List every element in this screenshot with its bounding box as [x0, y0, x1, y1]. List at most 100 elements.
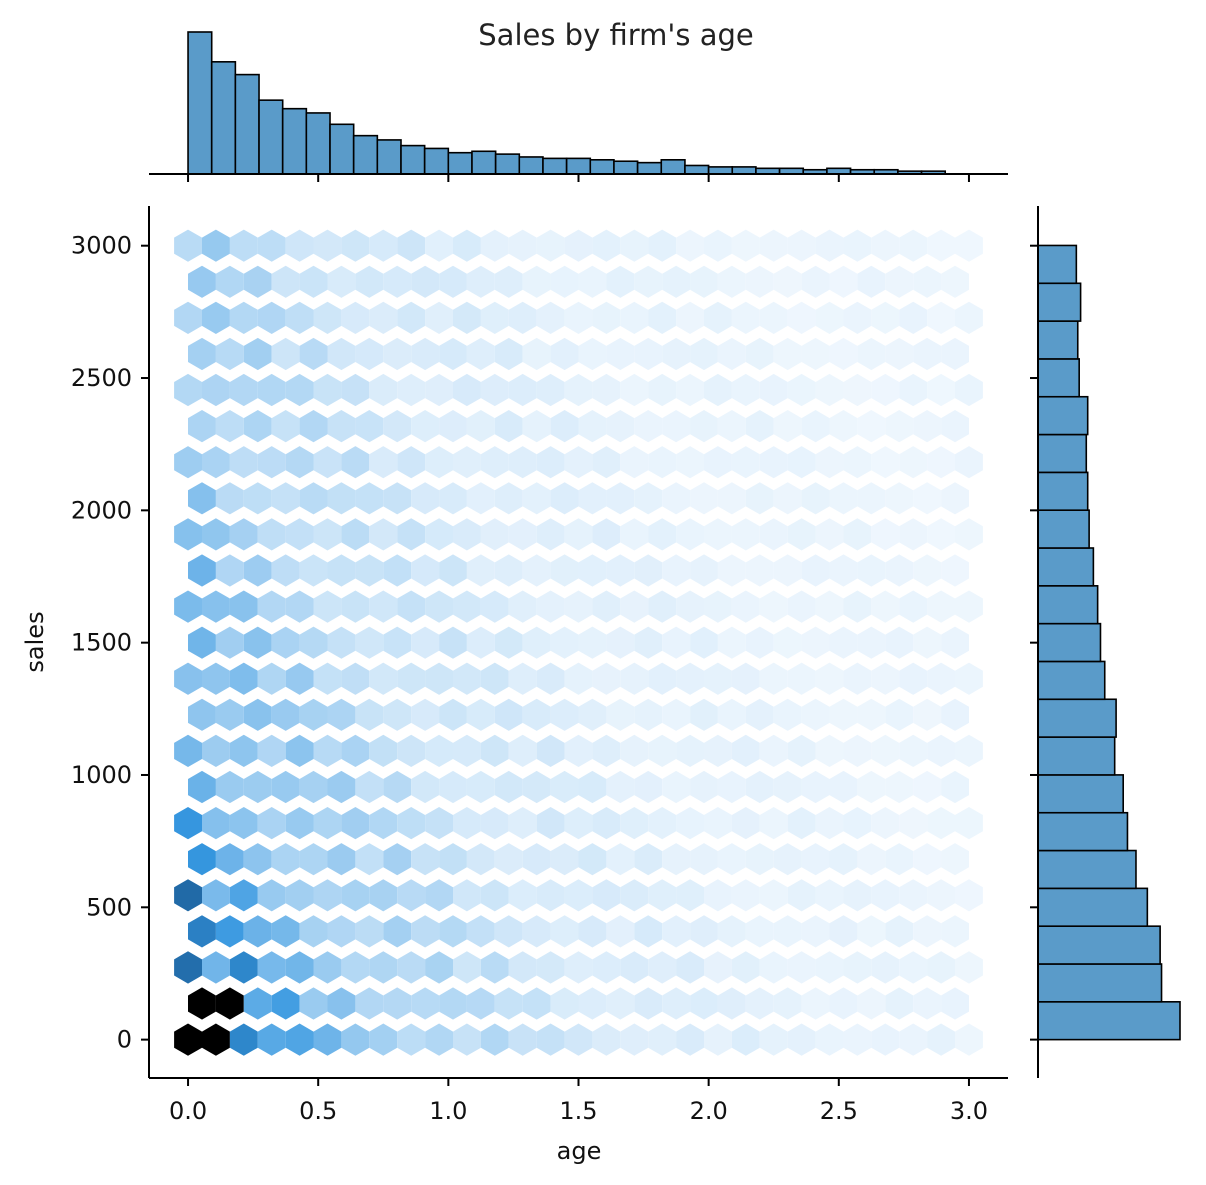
- hexbin-cell: [215, 915, 244, 948]
- hexbin-cell: [676, 446, 704, 479]
- hexbin-cell: [341, 590, 370, 623]
- hexbin-cell: [257, 590, 286, 623]
- hexbin-cell: [369, 229, 398, 262]
- hexbin-cell: [606, 770, 635, 804]
- marginal-y-bar: [1037, 395, 1089, 436]
- x-tick-label: 2.5: [820, 1097, 858, 1125]
- hexbin-cell: [941, 265, 969, 298]
- hexbin-cell: [941, 337, 969, 371]
- hexbin-cell: [592, 590, 621, 623]
- hexbin-cell: [578, 987, 607, 1020]
- hexbin-cell: [843, 590, 872, 623]
- hexbin-cell: [536, 807, 565, 840]
- hexbin-cell: [927, 590, 955, 623]
- marginal-y-bar: [1037, 282, 1082, 322]
- hexbin-cell: [536, 446, 565, 479]
- hexbin-cell: [606, 410, 635, 443]
- hexbin-cell: [801, 337, 830, 371]
- hexbin-cell: [466, 770, 495, 804]
- hexbin-cell: [229, 518, 258, 551]
- hexbin-cell: [662, 915, 691, 948]
- hexbin-cell: [704, 301, 732, 334]
- hexbin-cell: [717, 915, 746, 948]
- hexbin-cell: [174, 1023, 202, 1056]
- hexbin-cell: [899, 879, 928, 912]
- marginal-x-bar: [400, 144, 426, 175]
- hexbin-cell: [439, 554, 467, 587]
- hexbin-cell: [341, 807, 370, 840]
- y-tick-label: 2000: [71, 496, 132, 524]
- hexbin-cell: [299, 410, 328, 443]
- hexbin-cell: [202, 1023, 230, 1056]
- hexbin-cell: [843, 807, 872, 840]
- hexbin-cell: [662, 482, 691, 515]
- hexbin-cell: [369, 734, 398, 767]
- hexbin-cell: [202, 807, 230, 840]
- hexbin-cell: [425, 446, 453, 479]
- hexbin-cell: [494, 987, 523, 1020]
- hexbin-cell: [731, 734, 760, 767]
- hexbin-cell: [843, 951, 872, 984]
- hexbin-cell: [955, 879, 983, 912]
- hexbin-cell: [857, 770, 886, 804]
- hexbin-cell: [229, 951, 258, 984]
- hexbin-cell: [411, 987, 440, 1020]
- hexbin-cell: [787, 807, 816, 840]
- hexbin-cell: [578, 843, 607, 876]
- hexbin-cell: [355, 265, 384, 298]
- hexbin-cell: [787, 951, 816, 984]
- hexbin-cell: [466, 987, 495, 1020]
- hexbin-cell: [704, 373, 732, 407]
- hexbin-cell: [536, 590, 565, 623]
- hexbin-cell: [453, 446, 481, 479]
- hexbin-cell: [271, 770, 300, 804]
- hexbin-cell: [941, 987, 969, 1020]
- hexbin-cell: [522, 843, 551, 876]
- marginal-y-bar: [1037, 320, 1079, 360]
- hexbin-cell: [941, 770, 969, 804]
- hexbin-cell: [745, 337, 774, 371]
- hexbin-cell: [759, 590, 788, 623]
- hexbin-cell: [662, 626, 691, 659]
- marginal-x-bar: [518, 156, 544, 175]
- hexbin-cell: [815, 807, 844, 840]
- hexbin-cell: [202, 734, 230, 767]
- hexbin-cell: [676, 807, 704, 840]
- hexbin-cell: [759, 662, 788, 695]
- hexbin-cell: [592, 229, 621, 262]
- hexbin-cell: [857, 482, 886, 515]
- hexbin-cell: [466, 337, 495, 371]
- hexbin-cell: [927, 1023, 955, 1056]
- hexbin-cell: [341, 734, 370, 767]
- hexbin-cell: [508, 807, 537, 840]
- hexbin-cell: [174, 590, 202, 623]
- hexbin-cell: [690, 554, 718, 587]
- y-axis-label: sales: [21, 611, 49, 672]
- hexbin-cell: [871, 807, 900, 840]
- hexbin-cell: [927, 301, 955, 334]
- hexbin-cell: [327, 626, 356, 659]
- hexbin-cell: [453, 1023, 481, 1056]
- hexbin-cell: [508, 951, 537, 984]
- hexbin-cell: [787, 590, 816, 623]
- hexbin-cell: [229, 879, 258, 912]
- hexbin-cell: [369, 446, 398, 479]
- hexbin-cell: [522, 915, 551, 948]
- hexbin-cell: [257, 373, 286, 407]
- hexbin-cell: [355, 915, 384, 948]
- hexbin-cell: [690, 770, 718, 804]
- hexbin-cell: [773, 626, 802, 659]
- hexbin-cell: [355, 482, 384, 515]
- hexbin-cell: [243, 410, 272, 443]
- hexbin-cell: [243, 915, 272, 948]
- hexbin-cell: [425, 301, 453, 334]
- hexbin-cell: [717, 554, 746, 587]
- hexbin-cell: [313, 1023, 342, 1056]
- hexbin-cell: [188, 482, 216, 515]
- hexbin-cell: [815, 951, 844, 984]
- hexbin-cell: [704, 951, 732, 984]
- hexbin-cell: [355, 770, 384, 804]
- hexbin-cell: [188, 337, 216, 371]
- hexbin-cell: [857, 554, 886, 587]
